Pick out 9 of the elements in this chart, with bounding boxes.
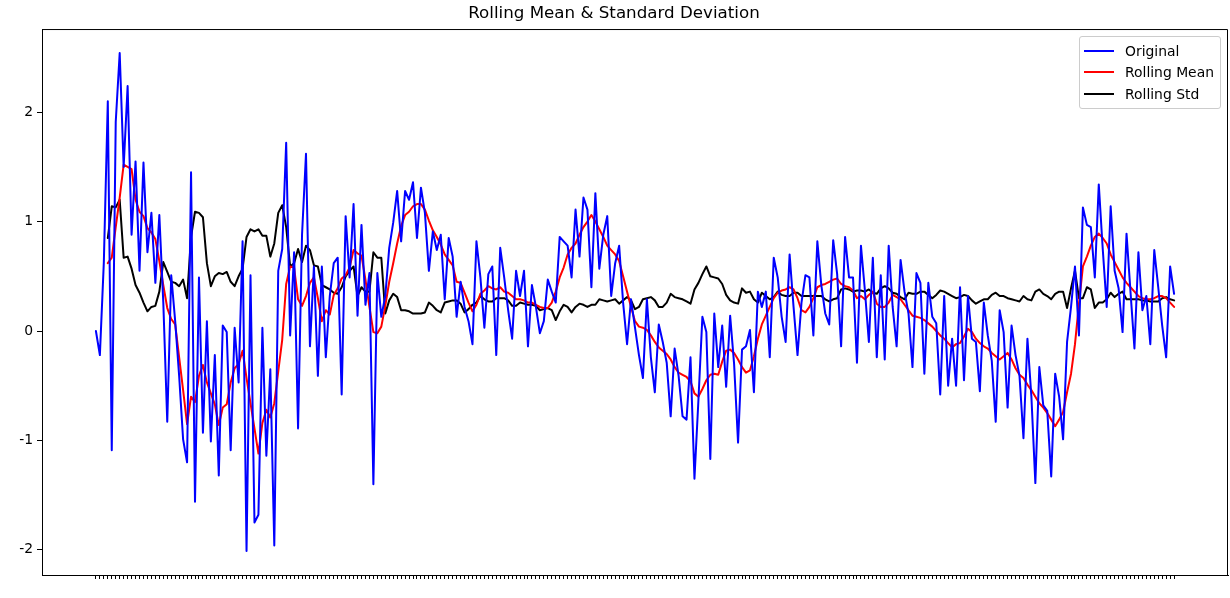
legend-label: Rolling Mean: [1125, 64, 1214, 81]
y-tick-label: -2: [19, 540, 33, 557]
legend-label: Original: [1125, 42, 1180, 59]
y-tick-label: -1: [19, 431, 33, 448]
y-tick-label: 0: [24, 321, 33, 338]
legend-label: Rolling Std: [1125, 85, 1200, 102]
y-tick-label: 2: [24, 102, 33, 119]
y-tick-label: 1: [24, 212, 33, 229]
chart-title: Rolling Mean & Standard Deviation: [468, 2, 760, 23]
